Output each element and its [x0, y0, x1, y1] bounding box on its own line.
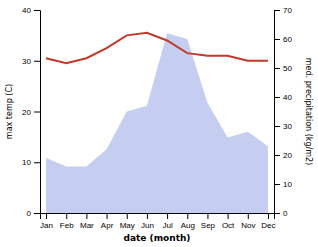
y-tick-label: 20	[22, 108, 31, 117]
marks	[46, 33, 268, 213]
x-tick: Jan	[40, 213, 53, 230]
x-tick-label: Sep	[201, 221, 216, 230]
y2-axis-title: med. precipitation (kg/m2)	[304, 58, 313, 165]
x-tick-mark	[86, 213, 87, 219]
x-axis-line	[41, 214, 275, 220]
x-tick-mark	[268, 213, 269, 219]
y-tick: 0	[27, 209, 40, 218]
y2-tick: 50	[274, 64, 292, 73]
y2-tick: 30	[274, 122, 292, 131]
y-tick-mark	[34, 213, 40, 214]
y2-tick: 10	[274, 180, 292, 189]
x-tick-label: Oct	[222, 221, 235, 230]
x-tick: Feb	[60, 213, 74, 230]
y2-axis-line	[275, 11, 281, 214]
x-axis-title: date (month)	[124, 233, 191, 243]
x-tick: Mar	[80, 213, 94, 230]
y2-tick-label: 60	[283, 35, 292, 44]
y-tick-label: 0	[27, 209, 32, 218]
y-tick: 30	[22, 57, 40, 66]
x-tick-mark	[187, 213, 188, 219]
y-axis: 0 10 20 30 40	[22, 6, 40, 218]
y2-tick: 20	[274, 151, 292, 160]
plot: Jan Feb Mar Apr May Jun Jul Aug Sep Oct Nov Dec 0 10 2…	[5, 6, 313, 243]
y-tick-label: 40	[22, 6, 31, 15]
x-tick-mark	[207, 213, 208, 219]
x-tick: Jul	[162, 213, 172, 230]
y2-tick-mark	[274, 184, 280, 185]
y-tick-label: 30	[22, 57, 31, 66]
x-tick-mark	[127, 213, 128, 219]
x-tick: Aug	[181, 213, 195, 230]
y2-tick-label: 70	[283, 6, 292, 15]
y2-tick-mark	[274, 10, 280, 11]
x-tick-label: Feb	[60, 221, 74, 230]
y2-tick-label: 20	[283, 151, 292, 160]
y2-tick-label: 10	[283, 180, 292, 189]
y2-tick: 40	[274, 93, 292, 102]
x-tick: Dec	[261, 213, 275, 230]
x-axis: Jan Feb Mar Apr May Jun Jul Aug Sep Oct Nov Dec	[40, 213, 275, 230]
x-tick-mark	[167, 213, 168, 219]
y2-tick-label: 0	[283, 209, 288, 218]
x-tick: Oct	[222, 213, 235, 230]
x-tick-mark	[66, 213, 67, 219]
x-tick-label: Jun	[141, 221, 154, 230]
x-tick-label: Nov	[241, 221, 255, 230]
y-axis-title: max temp (C)	[5, 84, 14, 139]
x-tick-label: Jul	[162, 221, 172, 230]
y2-tick-mark	[274, 68, 280, 69]
precipitation-area	[46, 33, 268, 213]
y2-tick: 70	[274, 6, 292, 15]
y2-tick-label: 30	[283, 122, 292, 131]
y2-tick-label: 40	[283, 93, 292, 102]
y-tick-mark	[34, 162, 40, 163]
y2-tick-mark	[274, 39, 280, 40]
y-tick-mark	[34, 112, 40, 113]
y-tick: 10	[22, 158, 40, 167]
x-tick: May	[120, 213, 135, 230]
x-tick: Nov	[241, 213, 255, 230]
y-tick: 40	[22, 6, 40, 15]
x-tick-label: Mar	[80, 221, 94, 230]
y2-tick: 0	[274, 209, 288, 218]
x-tick-label: Jan	[40, 221, 53, 230]
x-tick: Sep	[201, 213, 216, 230]
y2-tick-mark	[274, 155, 280, 156]
y2-axis: 0 10 20 30 40 50 60 70	[274, 6, 292, 218]
x-tick-mark	[46, 213, 47, 219]
y-tick-mark	[34, 61, 40, 62]
chart: Jan Feb Mar Apr May Jun Jul Aug Sep Oct Nov Dec 0 10 2…	[0, 0, 318, 247]
y2-tick: 60	[274, 35, 292, 44]
y-tick: 20	[22, 108, 40, 117]
x-tick-mark	[107, 213, 108, 219]
x-tick-label: Dec	[261, 221, 275, 230]
y-tick-mark	[34, 10, 40, 11]
x-tick-mark	[228, 213, 229, 219]
x-tick: Jun	[141, 213, 154, 230]
temperature-line	[46, 33, 268, 63]
y2-tick-mark	[274, 97, 280, 98]
x-tick: Apr	[101, 213, 114, 230]
y2-tick-mark	[274, 126, 280, 127]
x-tick-label: Apr	[101, 221, 114, 230]
y2-tick-mark	[274, 213, 280, 214]
x-tick-label: May	[120, 221, 135, 230]
x-tick-mark	[147, 213, 148, 219]
x-tick-label: Aug	[181, 221, 195, 230]
y2-tick-label: 50	[283, 64, 292, 73]
x-tick-mark	[248, 213, 249, 219]
y-tick-label: 10	[22, 158, 31, 167]
y-axis-line	[34, 11, 41, 214]
